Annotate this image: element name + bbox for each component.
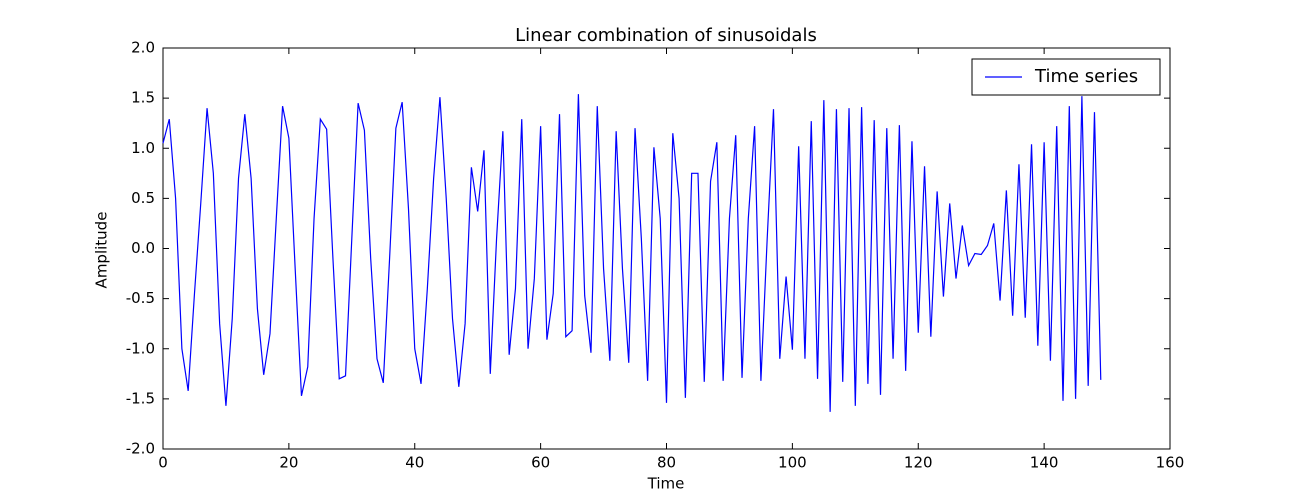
y-axis-label: Amplitude [93,212,111,289]
y-tick-label: 0.5 [131,189,155,207]
x-tick-label: 120 [904,454,933,472]
y-tick-label: -0.5 [126,289,155,307]
y-tick-label: -2.0 [126,440,155,458]
x-axis-label: Time [647,475,685,493]
y-tick-label: -1.5 [126,389,155,407]
y-tick-label: 1.5 [131,89,155,107]
y-tick-label: -1.0 [126,339,155,357]
x-tick-label: 80 [657,454,676,472]
x-tick-label: 0 [158,454,168,472]
x-tick-label: 160 [1156,454,1185,472]
x-tick-label: 140 [1030,454,1059,472]
data-line [162,94,1102,412]
y-tick-label: 0.0 [131,239,155,257]
chart-title: Linear combination of sinusoidals [515,25,817,46]
y-tick-label: 2.0 [131,39,155,57]
x-tick-label: 40 [405,454,424,472]
x-tick-label: 60 [531,454,550,472]
legend-label: Time series [1034,66,1138,87]
x-tick-label: 100 [778,454,807,472]
y-tick-label: 1.0 [131,139,155,157]
x-tick-label: 20 [279,454,298,472]
